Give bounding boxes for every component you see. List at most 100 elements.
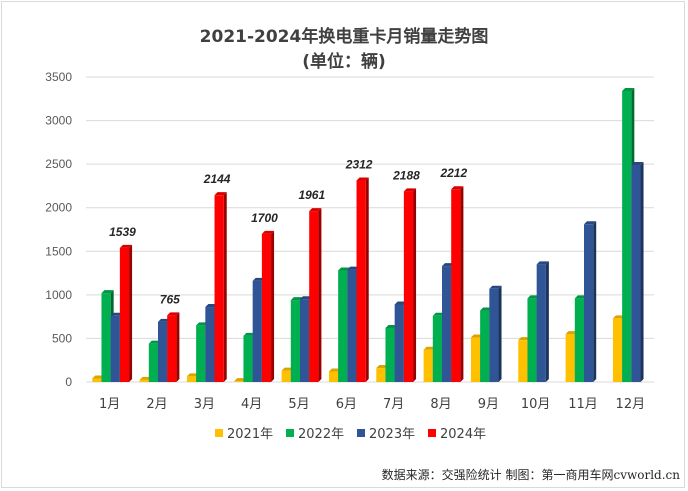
bar-top bbox=[394, 301, 407, 305]
bar-top bbox=[300, 296, 313, 300]
bar-top bbox=[196, 322, 209, 326]
bar-top bbox=[574, 295, 587, 299]
bar bbox=[281, 370, 291, 382]
bar bbox=[139, 379, 149, 382]
x-tick-label: 2月 bbox=[146, 397, 167, 412]
legend-label: 2022年 bbox=[298, 427, 344, 442]
bar bbox=[356, 180, 366, 382]
bar-top bbox=[527, 295, 540, 299]
bar bbox=[261, 233, 272, 382]
bar-top bbox=[338, 267, 351, 271]
x-tick-label: 6月 bbox=[336, 397, 357, 412]
bar bbox=[243, 335, 253, 382]
bar bbox=[300, 299, 310, 382]
y-tick-label: 0 bbox=[65, 375, 72, 389]
legend-swatch bbox=[215, 429, 223, 437]
bar bbox=[394, 304, 404, 382]
bar-side bbox=[365, 177, 369, 382]
bar-top bbox=[376, 365, 389, 369]
bar bbox=[470, 337, 481, 382]
bar bbox=[186, 376, 197, 382]
bar-side bbox=[318, 208, 322, 382]
bar-top bbox=[442, 263, 455, 267]
bar-top bbox=[432, 312, 445, 316]
bar bbox=[148, 343, 158, 382]
bar bbox=[622, 90, 632, 382]
x-tick-label: 1月 bbox=[99, 397, 120, 412]
bar-top bbox=[139, 376, 152, 380]
data-label: 2212 bbox=[439, 166, 467, 180]
bar-top bbox=[584, 221, 597, 225]
x-tick-label: 8月 bbox=[430, 397, 451, 412]
bar-top bbox=[612, 315, 626, 319]
chart-subtitle: (单位：辆) bbox=[302, 52, 386, 72]
bar-side bbox=[223, 192, 227, 382]
bar bbox=[167, 315, 177, 382]
bar-top bbox=[470, 334, 484, 338]
bar bbox=[214, 195, 224, 382]
source-note: 数据来源：交强险统计 制图：第一商用车网cvworld.cn bbox=[381, 468, 680, 482]
bar-side bbox=[593, 221, 597, 382]
bar bbox=[403, 191, 414, 382]
bar bbox=[612, 318, 623, 382]
bar-top bbox=[423, 346, 436, 350]
y-tick-label: 2500 bbox=[45, 157, 72, 171]
bar-top bbox=[167, 312, 180, 316]
legend-label: 2023年 bbox=[369, 427, 415, 442]
data-label: 2188 bbox=[392, 168, 420, 182]
legend: 2021年 2022年 2023年 2024年 bbox=[215, 427, 486, 442]
bar bbox=[290, 300, 300, 382]
legend-swatch bbox=[357, 429, 365, 437]
bar-top bbox=[205, 304, 218, 308]
bar-top bbox=[622, 87, 635, 91]
x-tick-label: 11月 bbox=[568, 397, 598, 412]
bar-top bbox=[403, 188, 417, 192]
legend-swatch bbox=[428, 429, 436, 437]
data-label: 2312 bbox=[345, 158, 373, 172]
bar bbox=[518, 340, 528, 382]
bar bbox=[451, 189, 461, 382]
bar-top bbox=[148, 340, 161, 344]
bar bbox=[480, 310, 490, 382]
bar-side bbox=[413, 188, 417, 382]
bar bbox=[565, 334, 575, 382]
x-tick-label: 5月 bbox=[288, 397, 309, 412]
bar-top bbox=[518, 337, 531, 341]
bar-top bbox=[92, 375, 105, 379]
x-tick-label: 9月 bbox=[478, 397, 499, 412]
bar bbox=[328, 371, 339, 382]
gridlines bbox=[86, 76, 654, 383]
bar-side bbox=[176, 312, 180, 382]
y-tick-label: 2000 bbox=[45, 201, 72, 215]
bar bbox=[205, 307, 215, 382]
bar-top bbox=[309, 208, 322, 212]
bar-top bbox=[565, 331, 578, 335]
bar-top bbox=[480, 307, 493, 311]
legend-swatch bbox=[286, 429, 294, 437]
y-tick-label: 1500 bbox=[45, 244, 72, 258]
bar-top bbox=[186, 373, 200, 377]
labels: 0 500 1000 1500 2000 2500 3000 3500 1月 2月 3月 4月 5月 6月… bbox=[45, 70, 645, 412]
x-tick-label: 7月 bbox=[383, 397, 404, 412]
bar-top bbox=[385, 324, 398, 328]
bar-top bbox=[536, 261, 549, 265]
bar-top bbox=[356, 177, 369, 181]
bar-top bbox=[243, 332, 256, 336]
bar-side bbox=[271, 230, 275, 382]
bar bbox=[376, 368, 386, 382]
bar bbox=[631, 165, 641, 382]
bar bbox=[196, 325, 206, 382]
data-label: 1700 bbox=[251, 211, 278, 225]
bar-top bbox=[158, 318, 171, 322]
bar-side bbox=[640, 162, 644, 382]
bar-top bbox=[234, 378, 247, 382]
bar bbox=[385, 327, 395, 382]
bar bbox=[432, 315, 442, 382]
bar-side bbox=[545, 261, 549, 382]
bar-top bbox=[119, 244, 133, 248]
bar bbox=[338, 270, 348, 382]
bar-side bbox=[129, 244, 133, 382]
x-tick-label: 12月 bbox=[616, 397, 646, 412]
